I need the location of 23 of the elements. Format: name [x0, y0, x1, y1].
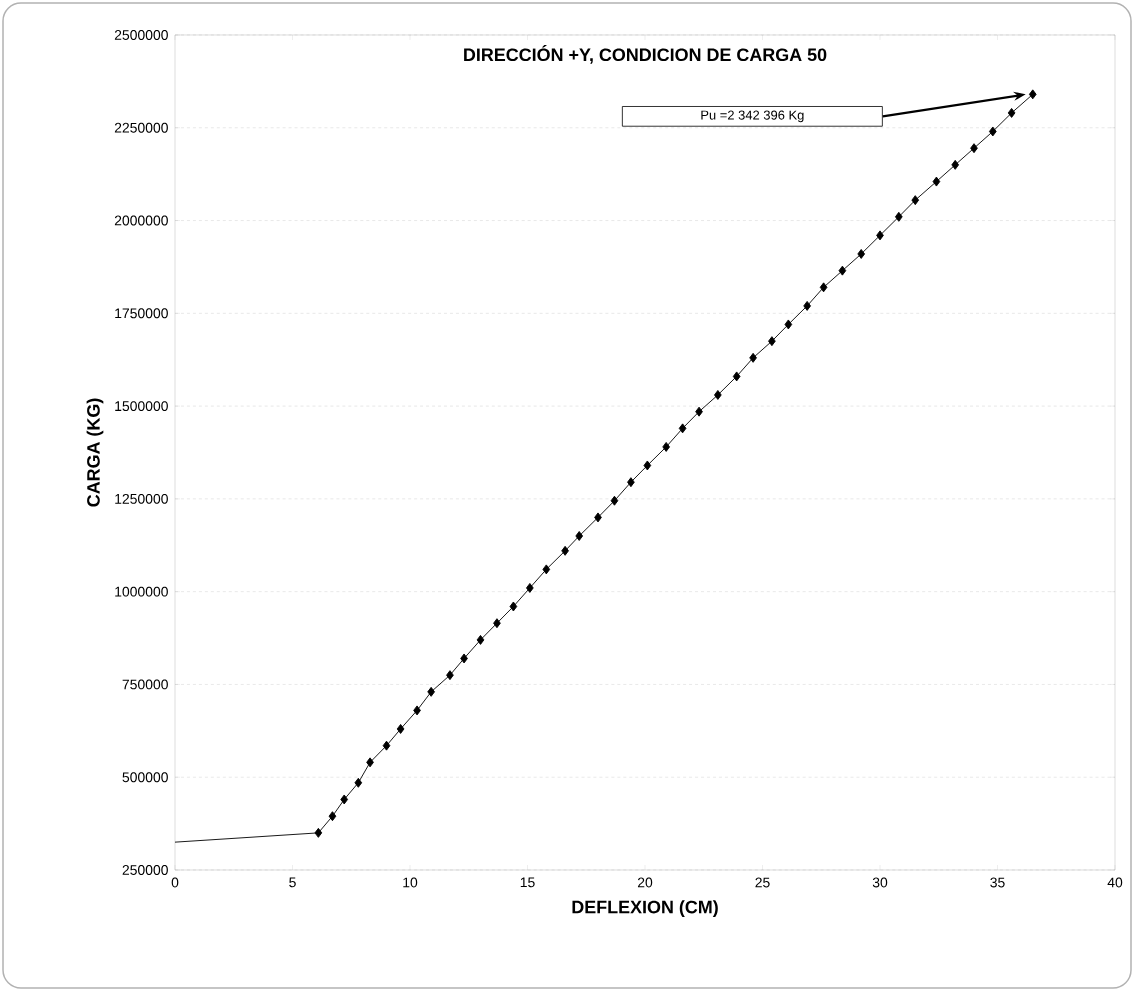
- x-tick-label: 5: [289, 877, 296, 888]
- y-tick-label: 1500000: [115, 401, 168, 412]
- x-tick-label: 40: [1107, 877, 1123, 888]
- text: DIRECCIÓN +Y, CONDICION DE CARGA 50: [464, 45, 827, 64]
- x-tick-label: 25: [755, 877, 770, 888]
- y-tick-label: 2000000: [114, 215, 168, 226]
- x-axis-title: DEFLEXION (CM): [572, 900, 718, 917]
- x-tick-label: 20: [637, 877, 653, 888]
- x-tick-label: 35: [990, 877, 1005, 888]
- x-tick-label: 15: [520, 877, 535, 888]
- x-tick-label: 0: [171, 877, 179, 888]
- y-tick-label: 1250000: [115, 493, 168, 504]
- y-tick-label: 500000: [122, 772, 168, 783]
- y-tick-label: 750000: [122, 679, 168, 690]
- y-tick-label: 1000000: [115, 586, 168, 597]
- y-tick-label: 1750000: [115, 308, 168, 319]
- y-tick-label: 2500000: [114, 30, 168, 40]
- y-axis-title: CARGA (KG): [86, 398, 104, 507]
- x-tick-label: 30: [872, 877, 888, 888]
- x-tick-label: 10: [403, 877, 418, 888]
- y-tick-label: 250000: [122, 865, 168, 875]
- y-tick-label: 2250000: [114, 122, 168, 133]
- annotation: Pu =2 342 396 Kg: [701, 110, 804, 123]
